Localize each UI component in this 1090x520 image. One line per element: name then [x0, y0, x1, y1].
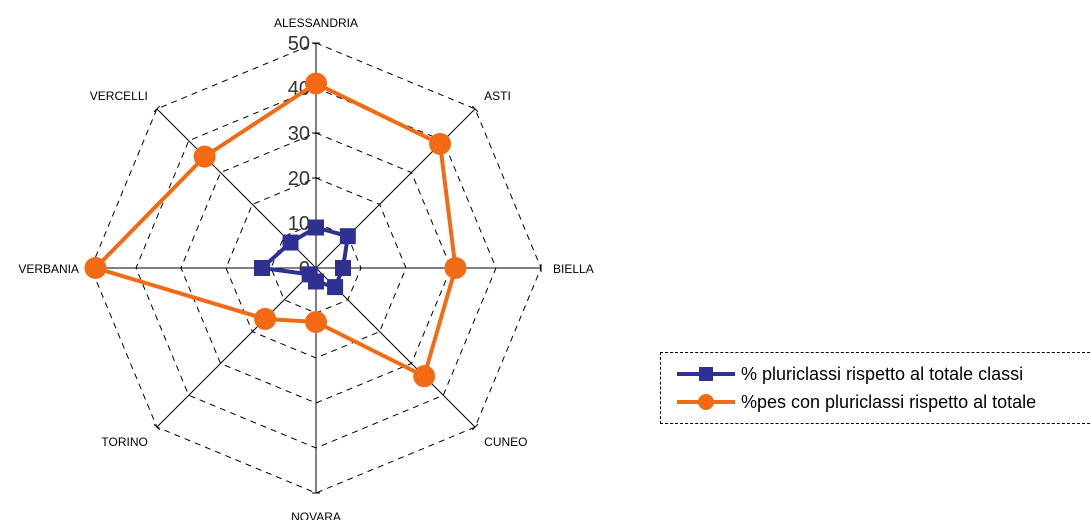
category-label-0: ALESSANDRIA [274, 16, 358, 30]
series-1-point-1 [429, 132, 452, 155]
legend-swatch-circle [677, 394, 735, 410]
radial-tick-label-4: 40 [288, 78, 310, 100]
spoke-end-tick-3 [471, 423, 479, 431]
radial-tick-label-5: 50 [288, 33, 310, 55]
series-1-point-4 [305, 311, 327, 333]
spoke-end-tick-1 [471, 105, 479, 113]
series-0-point-0 [308, 219, 324, 236]
spoke-end-tick-7 [153, 105, 161, 113]
category-label-1: ASTI [484, 89, 511, 103]
category-label-5: TORINO [101, 435, 147, 449]
chart-legend: % pluriclassi rispetto al totale classi … [660, 352, 1090, 424]
legend-label-pes: %pes con pluriclassi rispetto al totale [741, 391, 1037, 412]
grid-ring-3 [180, 132, 452, 404]
series-0-point-3 [327, 279, 344, 296]
radar-chart: 01020304050ALESSANDRIAASTIBIELLACUNEONOV… [18, 16, 594, 520]
series-1-point-6 [84, 257, 107, 279]
series-1-point-3 [413, 365, 436, 388]
category-label-6: VERBANIA [18, 262, 79, 276]
radial-tick-label-2: 20 [288, 168, 310, 190]
legend-swatch-square [677, 367, 735, 381]
grid-ring-5 [90, 42, 542, 494]
category-label-2: BIELLA [553, 262, 594, 276]
series-1-point-0 [305, 72, 327, 95]
series-0-point-1 [339, 228, 356, 245]
series-1-point-5 [254, 307, 277, 330]
series-1-point-7 [193, 145, 216, 168]
radial-tick-label-1: 10 [288, 213, 310, 235]
series-0-point-6 [254, 260, 270, 276]
series-0-point-5 [301, 266, 318, 283]
series-0-point-2 [335, 260, 351, 276]
series-line-1 [93, 81, 458, 379]
category-label-4: NOVARA [291, 510, 341, 520]
legend-item-pes: %pes con pluriclassi rispetto al totale [675, 391, 1036, 413]
spoke-5 [156, 267, 317, 428]
category-label-7: VERCELLI [90, 89, 148, 103]
radial-tick-label-3: 30 [288, 123, 310, 145]
series-0-point-7 [282, 234, 299, 251]
spoke-end-tick-5 [153, 423, 161, 431]
legend-item-pluriclassi: % pluriclassi rispetto al totale classi [675, 363, 1023, 385]
legend-label-pluriclassi: % pluriclassi rispetto al totale classi [741, 363, 1024, 384]
series-1-point-2 [444, 257, 467, 279]
category-label-3: CUNEO [484, 435, 527, 449]
